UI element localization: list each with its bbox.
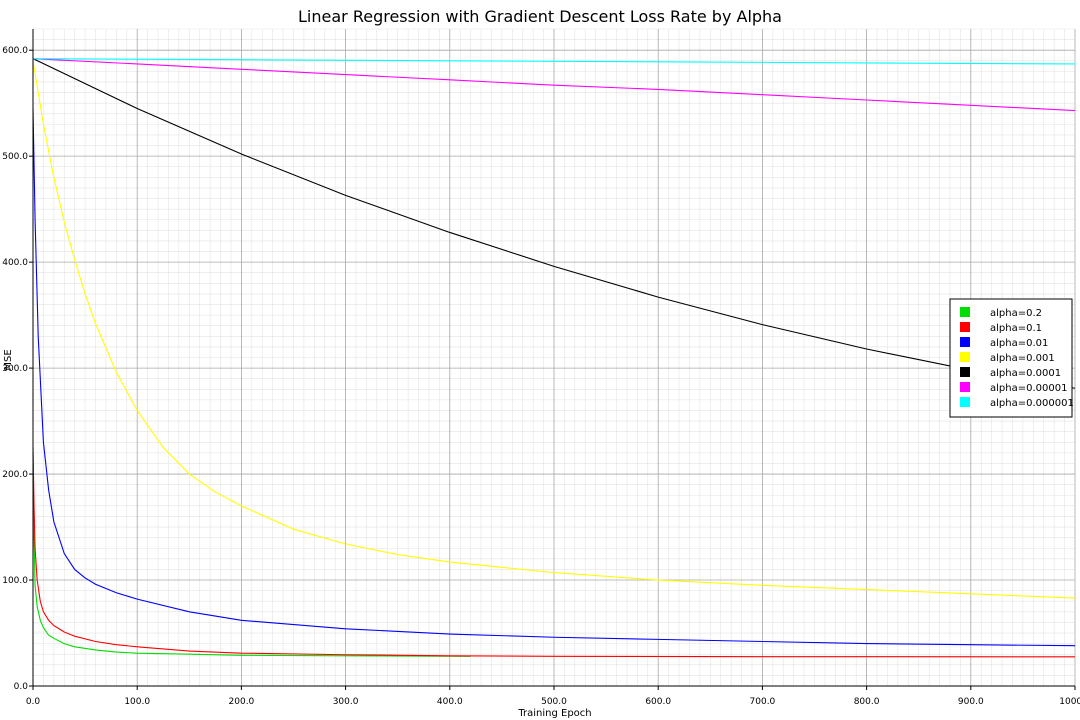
y-axis-label: MSE [3,349,14,370]
series-line-alpha-0-1 [32,447,1076,658]
y-tick-label: 600.0 [2,46,28,56]
series-line-alpha-0-2 [32,452,471,657]
x-tick-label: 500.0 [541,697,567,707]
x-tick-labels: 0.0 100.0 200.0 300.0 400.0 500.0 600.0 700.0 80… [26,686,1080,707]
y-tick-label: 500.0 [2,152,28,162]
y-tick-label: 200.0 [2,470,28,480]
legend-items: alpha=0.2 alpha=0.1 alpha=0.01 alpha=0.001 a… [960,307,1074,409]
series-line-alpha-0-00001 [32,58,1076,112]
legend-label: alpha=0.1 [990,323,1042,334]
legend-label: alpha=0.0001 [990,368,1061,379]
x-tick-label: 800.0 [854,697,880,707]
legend-swatch [960,352,970,362]
x-tick-label: 700.0 [750,697,776,707]
series-line-alpha-0-01 [32,108,1076,647]
x-tick-label: 0.0 [26,697,41,707]
legend-label: alpha=0.001 [990,353,1055,364]
x-tick-label: 200.0 [229,697,255,707]
y-tick-label: 300.0 [2,364,28,374]
y-tick-labels: 0.0 100.0 200.0 300.0 400.0 500.0 600.0 [2,46,33,692]
legend-swatch [960,322,970,332]
series-line-alpha-0-000001 [32,58,1076,65]
y-tick-label: 0.0 [14,682,29,692]
chart-title: Linear Regression with Gradient Descent … [298,7,782,26]
x-tick-label: 300.0 [333,697,359,707]
y-tick-label: 400.0 [2,258,28,268]
legend-label: alpha=0.01 [990,338,1048,349]
x-tick-label: 900.0 [958,697,984,707]
legend: alpha=0.2 alpha=0.1 alpha=0.01 alpha=0.001 a… [949,298,1074,418]
series-line-alpha-0-001 [32,60,1076,599]
x-tick-label: 400.0 [437,697,463,707]
legend-swatch [960,367,970,377]
legend-swatch [960,382,970,392]
legend-swatch [960,397,970,407]
series-line-alpha-0-0001 [32,58,1076,389]
x-axis-label: Training Epoch [517,708,591,719]
y-tick-label: 100.0 [2,576,28,586]
legend-swatch [960,307,970,317]
legend-label: alpha=0.2 [990,308,1042,319]
legend-label: alpha=0.000001 [990,398,1074,409]
legend-label: alpha=0.00001 [990,383,1067,394]
series-lines [32,58,1076,658]
x-tick-label: 600.0 [645,697,671,707]
legend-box [949,298,1073,418]
x-tick-label: 100.0 [124,697,150,707]
legend-swatch [960,337,970,347]
x-tick-label: 1000.0 [1059,697,1080,707]
